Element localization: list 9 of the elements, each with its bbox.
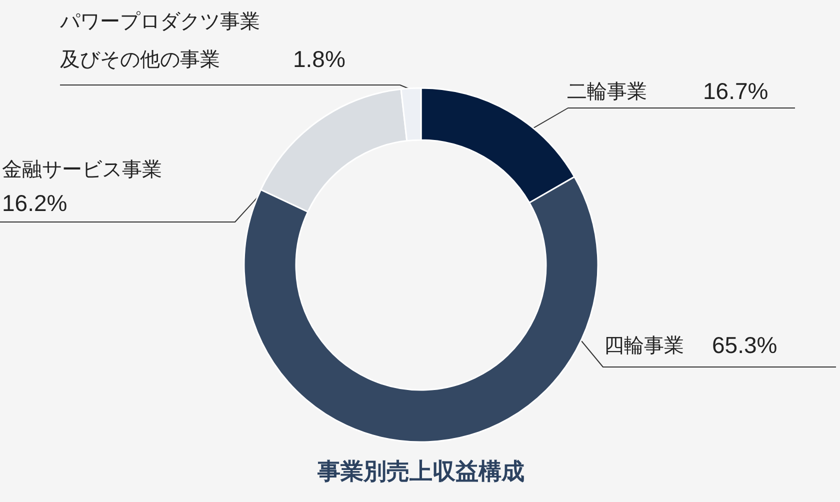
- slice-label: 二輪事業: [567, 81, 647, 103]
- data-label: 1.8%: [293, 46, 346, 72]
- data-label: 16.2%: [2, 190, 68, 216]
- data-label: 16.7%: [703, 78, 768, 104]
- text: 事業別売上収益構成: [316, 458, 524, 484]
- slice-label: 四輪事業: [604, 335, 684, 357]
- slice-label: パワープロダクツ事業及びその他の事業: [59, 11, 260, 71]
- slice-label: 金融サービス事業: [2, 159, 162, 181]
- data-label: 65.3%: [712, 332, 778, 358]
